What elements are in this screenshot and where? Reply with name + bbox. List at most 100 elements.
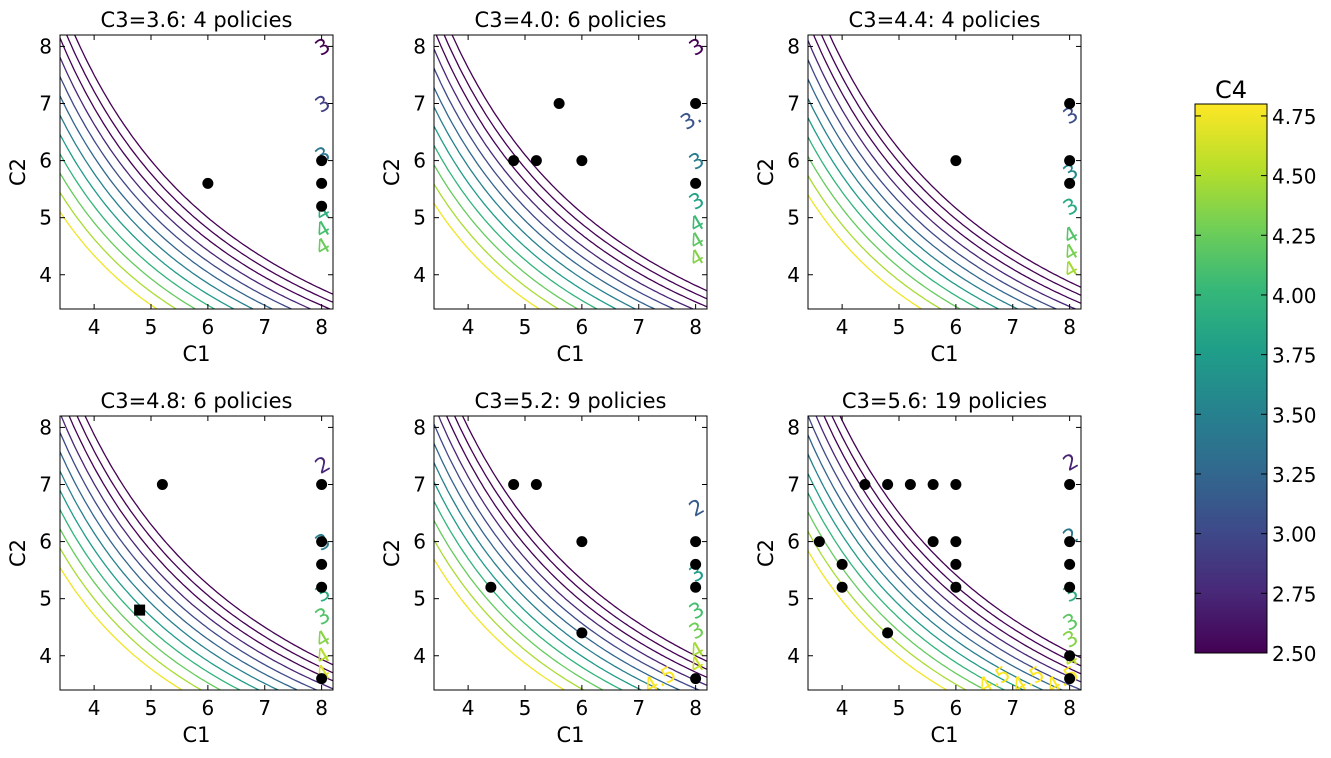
x-axis-label: C1 <box>930 723 958 747</box>
y-tick-label: 4 <box>413 263 426 287</box>
x-tick-label: 7 <box>258 315 271 339</box>
x-tick-label: 7 <box>1006 315 1019 339</box>
x-tick-label: 4 <box>88 315 101 339</box>
data-point <box>882 479 894 490</box>
axes-frame <box>59 34 334 310</box>
axes-frame <box>433 415 708 691</box>
y-tick-label: 8 <box>39 415 52 439</box>
x-tick-label: 4 <box>462 696 475 720</box>
data-point <box>156 479 168 490</box>
contour-line <box>831 416 1081 667</box>
data-point <box>530 479 542 490</box>
colorbar-tick-label: 3.75 <box>1272 344 1317 368</box>
colorbar-tick-label: 4.25 <box>1272 224 1317 248</box>
contour-lines: 3.3.3.4.4.4. <box>60 35 340 309</box>
data-point <box>576 155 588 167</box>
contour-label: 3. <box>676 104 705 135</box>
contour-line <box>808 175 943 309</box>
y-axis-label: C2 <box>6 158 30 186</box>
contour-line <box>60 76 294 309</box>
data-point <box>950 558 962 570</box>
data-point <box>904 479 916 490</box>
data-point <box>1064 98 1076 109</box>
y-tick-label: 8 <box>787 415 800 439</box>
contour-line <box>60 95 274 309</box>
contour-line <box>451 35 707 292</box>
x-axis-label: C1 <box>182 342 210 366</box>
data-point <box>485 581 497 593</box>
data-point <box>882 627 894 639</box>
contour-line <box>60 115 255 309</box>
contour-line <box>434 423 701 690</box>
x-tick-label: 8 <box>1063 315 1076 339</box>
contour-line <box>815 416 1081 683</box>
colorbar-tick-label: 2.50 <box>1272 642 1317 666</box>
contour-line <box>66 35 333 303</box>
y-tick-label: 7 <box>39 92 52 116</box>
y-tick-label: 4 <box>787 263 800 287</box>
contour-line <box>808 550 948 690</box>
contour-line <box>445 416 707 678</box>
data-point <box>508 479 520 490</box>
y-tick-label: 5 <box>787 587 800 611</box>
colorbar: C4 2.50 2.75 3.00 3.25 3.50 3.75 4.00 4.25 4.50 4.… <box>1194 76 1317 666</box>
contour-line <box>60 470 280 690</box>
contour-line <box>60 528 222 690</box>
colorbar-gradient <box>1194 103 1268 654</box>
data-point <box>576 536 588 548</box>
data-point <box>202 177 214 189</box>
data-point <box>316 581 328 593</box>
x-tick-label: 6 <box>950 315 963 339</box>
data-point <box>950 155 962 167</box>
contour-line <box>60 567 184 690</box>
contour-label: 3. <box>1059 190 1088 221</box>
contour-line <box>434 203 541 309</box>
contour-label: 2. <box>685 491 714 522</box>
contour-label: 3. <box>311 138 340 169</box>
data-point <box>576 627 588 639</box>
contour-line <box>76 416 333 674</box>
data-point <box>553 98 565 109</box>
contour-line <box>435 35 707 308</box>
x-tick-label: 5 <box>145 315 158 339</box>
contour-line <box>443 35 707 300</box>
contour-label: 2. <box>1059 519 1088 550</box>
data-point <box>316 558 328 570</box>
x-tick-label: 5 <box>519 315 532 339</box>
x-axis-label: C1 <box>182 723 210 747</box>
subplot-title: C3=4.0: 6 policies <box>475 8 667 32</box>
contour-label: 3. <box>1059 576 1088 607</box>
contour-line <box>434 87 657 309</box>
y-tick-label: 6 <box>413 149 426 173</box>
y-tick-label: 6 <box>39 149 52 173</box>
data-point <box>508 155 520 167</box>
data-point <box>950 536 962 548</box>
data-point <box>690 558 702 570</box>
subplot-title: C3=5.6: 19 policies <box>842 389 1047 413</box>
data-point <box>927 479 939 490</box>
y-tick-label: 6 <box>787 530 800 554</box>
data-point <box>1064 650 1076 662</box>
subplot-title: C3=4.4: 4 policies <box>849 8 1041 32</box>
data-point <box>950 479 962 490</box>
x-axis-label: C1 <box>556 723 584 747</box>
data-point <box>1064 536 1076 548</box>
contour-line <box>808 59 1058 309</box>
contour-lines: 3.3.3.4.4.4. <box>808 35 1088 309</box>
subplot-title: C3=4.8: 6 policies <box>101 389 293 413</box>
contour-line <box>60 416 333 690</box>
x-tick-label: 4 <box>88 696 101 720</box>
contour-line <box>434 48 695 309</box>
x-tick-label: 6 <box>576 315 589 339</box>
x-axis-label: C1 <box>556 342 584 366</box>
contour-lines: 3.3.3.3.4.4.4. <box>434 35 707 309</box>
x-tick-label: 4 <box>462 315 475 339</box>
y-axis-label: C2 <box>380 539 404 567</box>
contour-line <box>808 136 981 309</box>
y-tick-label: 7 <box>39 473 52 497</box>
x-axis-label: C1 <box>930 342 958 366</box>
data-point <box>836 558 848 570</box>
contour-line <box>60 153 216 309</box>
contour-label: 3. <box>311 87 340 118</box>
